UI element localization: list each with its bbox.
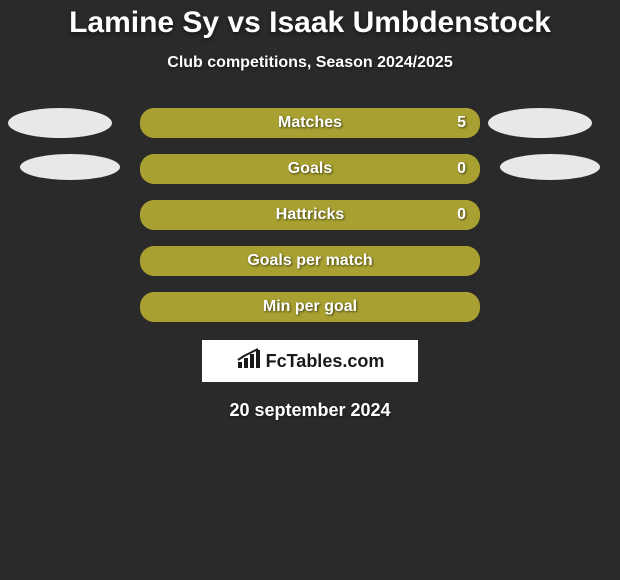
stat-row-goals: Goals 0 (140, 154, 480, 184)
stat-label: Matches (278, 114, 342, 132)
date-text: 20 september 2024 (0, 400, 620, 421)
stat-value: 0 (457, 160, 466, 178)
stat-label: Hattricks (276, 206, 344, 224)
logo-box: FcTables.com (202, 340, 418, 382)
right-ellipse-top (488, 108, 592, 138)
stat-row-min-per-goal: Min per goal (140, 292, 480, 322)
stat-value: 5 (457, 114, 466, 132)
left-ellipse-bottom (20, 154, 120, 180)
stat-value: 0 (457, 206, 466, 224)
right-ellipse-bottom (500, 154, 600, 180)
stat-label: Goals per match (247, 252, 372, 270)
stats-area: Matches 5 Goals 0 Hattricks 0 Goals per … (0, 108, 620, 322)
bar-chart-icon (236, 348, 262, 375)
subtitle: Club competitions, Season 2024/2025 (0, 54, 620, 72)
stat-label: Goals (288, 160, 332, 178)
stat-row-hattricks: Hattricks 0 (140, 200, 480, 230)
left-ellipse-top (8, 108, 112, 138)
page-title: Lamine Sy vs Isaak Umbdenstock (0, 0, 620, 40)
stat-row-goals-per-match: Goals per match (140, 246, 480, 276)
stat-label: Min per goal (263, 298, 357, 316)
logo-text: FcTables.com (266, 351, 385, 372)
stat-row-matches: Matches 5 (140, 108, 480, 138)
